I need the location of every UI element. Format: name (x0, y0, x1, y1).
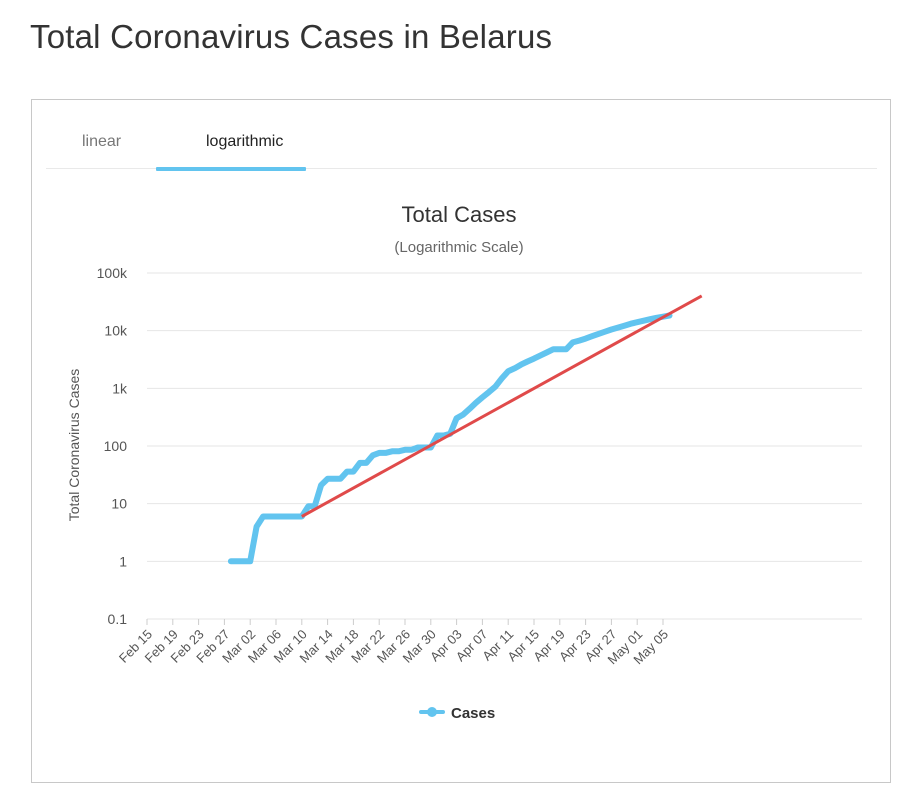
y-tick-label: 0.1 (108, 611, 128, 627)
y-tick-label: 1 (119, 553, 127, 569)
y-tick-label: 1k (112, 380, 128, 396)
y-axis-labels: 0.1 1 10 100 1k 10k 100k (97, 265, 128, 627)
tab-logarithmic[interactable]: logarithmic (206, 133, 284, 150)
active-tab-indicator (156, 167, 306, 171)
chart-panel: linear logarithmic (31, 99, 891, 783)
series-layer (227, 294, 703, 565)
y-tick-label: 100k (97, 265, 128, 281)
trend-line (301, 294, 703, 518)
legend[interactable]: Cases (419, 705, 495, 722)
grid-lines (147, 272, 862, 620)
chart-subtitle: (Logarithmic Scale) (394, 239, 523, 256)
y-axis-title: Total Coronavirus Cases (66, 369, 82, 522)
y-tick-label: 10k (104, 323, 128, 339)
legend-marker (427, 707, 437, 717)
y-tick-label: 100 (104, 438, 128, 454)
page-title: Total Coronavirus Cases in Belarus (30, 18, 553, 55)
scale-tabs: linear logarithmic (46, 100, 877, 171)
y-tick-label: 10 (111, 496, 127, 512)
chart-title: Total Cases (402, 202, 517, 227)
legend-label-cases[interactable]: Cases (451, 705, 495, 722)
cases-line[interactable] (227, 312, 673, 565)
tab-linear[interactable]: linear (82, 133, 122, 150)
